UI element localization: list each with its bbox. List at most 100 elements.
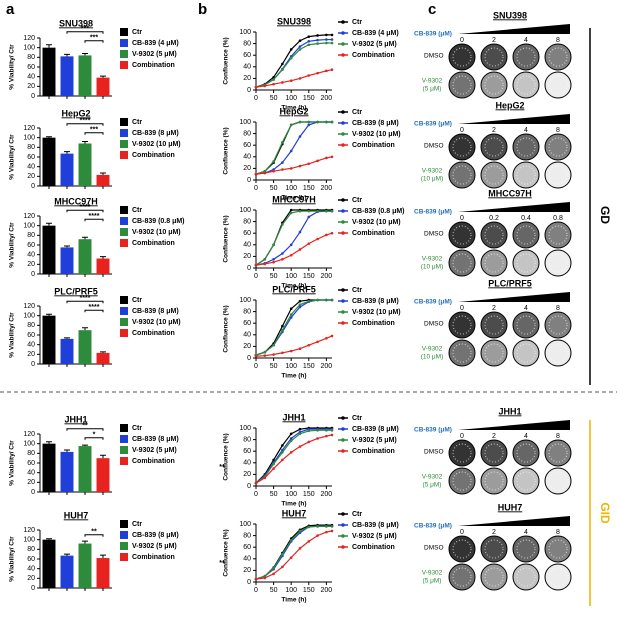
- bar: [42, 443, 56, 492]
- concentration-label: 0.8: [553, 215, 563, 222]
- point: [272, 78, 275, 81]
- row-label: (5 μM): [423, 86, 442, 93]
- bar: [96, 458, 110, 492]
- well-texture: [548, 47, 568, 67]
- legend-marker: [341, 545, 345, 549]
- y-tick-label: 100: [23, 45, 35, 52]
- significance-bracket: [66, 123, 104, 126]
- point: [316, 525, 319, 528]
- well-texture: [484, 343, 504, 363]
- error-bar: [100, 554, 106, 559]
- point: [289, 79, 293, 83]
- y-tick-label: 100: [23, 537, 35, 544]
- row-label: DMSO: [424, 449, 444, 456]
- legend-marker: [341, 121, 345, 125]
- point: [254, 172, 258, 176]
- row-label: DMSO: [424, 545, 444, 552]
- point: [330, 41, 334, 45]
- legend-label: CB-839 (8 μM): [132, 436, 179, 443]
- point: [298, 299, 302, 303]
- y-tick-label: 0: [247, 265, 251, 272]
- point: [316, 298, 319, 302]
- point: [263, 354, 267, 357]
- y-tick-label: 20: [27, 575, 35, 582]
- concentration-label: 8: [556, 529, 560, 536]
- error-bar: [64, 449, 70, 452]
- y-tick-label: 20: [243, 75, 251, 82]
- legend-marker: [341, 110, 345, 114]
- legend-swatch: [120, 50, 128, 58]
- point: [330, 429, 334, 432]
- legend-swatch: [120, 217, 128, 225]
- point: [272, 258, 275, 261]
- point: [281, 168, 284, 171]
- y-tick-label: 40: [27, 164, 35, 171]
- y-axis-label: Confluence (%): [223, 215, 230, 262]
- point: [289, 167, 293, 170]
- point: [289, 48, 293, 51]
- well-texture: [516, 567, 536, 587]
- significance-label: *: [93, 432, 96, 439]
- point: [330, 298, 334, 302]
- point: [289, 556, 293, 559]
- significance-label: **: [219, 560, 225, 567]
- legend-label: V-9302 (10 μM): [132, 229, 181, 236]
- bar: [96, 352, 110, 364]
- y-tick-label: 40: [243, 460, 251, 467]
- x-tick-label: 50: [270, 587, 278, 594]
- significance-bracket: [66, 300, 104, 304]
- point: [254, 85, 258, 89]
- point: [298, 248, 302, 251]
- y-tick-label: 0: [31, 585, 35, 592]
- well-texture: [548, 443, 568, 463]
- y-tick-label: 60: [27, 64, 35, 71]
- series-line: [255, 69, 333, 88]
- point: [307, 162, 311, 166]
- y-tick-label: 40: [27, 74, 35, 81]
- point: [330, 120, 334, 124]
- legend-label: CB-839 (8 μM): [132, 130, 179, 137]
- y-tick-label: 80: [27, 450, 35, 457]
- y-tick-label: 60: [243, 544, 251, 551]
- well-texture: [452, 165, 472, 185]
- well-texture: [516, 253, 536, 273]
- x-tick-label: 50: [270, 95, 278, 102]
- well-texture: [452, 47, 472, 67]
- legend-swatch: [120, 531, 128, 539]
- series-line: [255, 427, 332, 484]
- significance-bracket: [84, 534, 104, 537]
- point: [289, 451, 293, 454]
- x-tick-label: 200: [321, 491, 333, 498]
- y-tick-label: 60: [27, 242, 35, 249]
- point: [316, 34, 319, 37]
- chart-title: MHCC97H: [54, 196, 98, 206]
- point: [325, 33, 328, 37]
- x-tick-label: 200: [321, 273, 333, 280]
- concentration-label: 4: [524, 305, 528, 312]
- series-line: [255, 525, 332, 580]
- y-tick-label: 20: [27, 173, 35, 180]
- legend-label: V-9302 (10 μM): [352, 219, 401, 226]
- well-texture: [548, 137, 568, 157]
- point: [263, 171, 267, 175]
- y-tick-label: 20: [27, 479, 35, 486]
- row-label: DMSO: [424, 231, 444, 238]
- chart-title: SNU398: [59, 18, 93, 28]
- point: [325, 69, 328, 73]
- point: [307, 215, 311, 219]
- significance-bracket: [84, 309, 104, 313]
- x-tick-label: 200: [321, 363, 333, 370]
- y-tick-label: 100: [239, 297, 251, 304]
- y-tick-label: 80: [243, 308, 251, 315]
- y-tick-label: 40: [27, 470, 35, 477]
- y-tick-label: 40: [243, 64, 251, 71]
- legend-label: V-9302 (10 μM): [132, 319, 181, 326]
- point: [307, 525, 311, 529]
- point: [325, 120, 328, 124]
- point: [281, 552, 284, 556]
- x-tick-label: 200: [321, 95, 333, 102]
- well-texture: [516, 539, 536, 559]
- legend-label: CB-839 (0.8 μM): [132, 218, 185, 225]
- legend-swatch: [120, 424, 128, 432]
- legend-marker: [341, 523, 345, 527]
